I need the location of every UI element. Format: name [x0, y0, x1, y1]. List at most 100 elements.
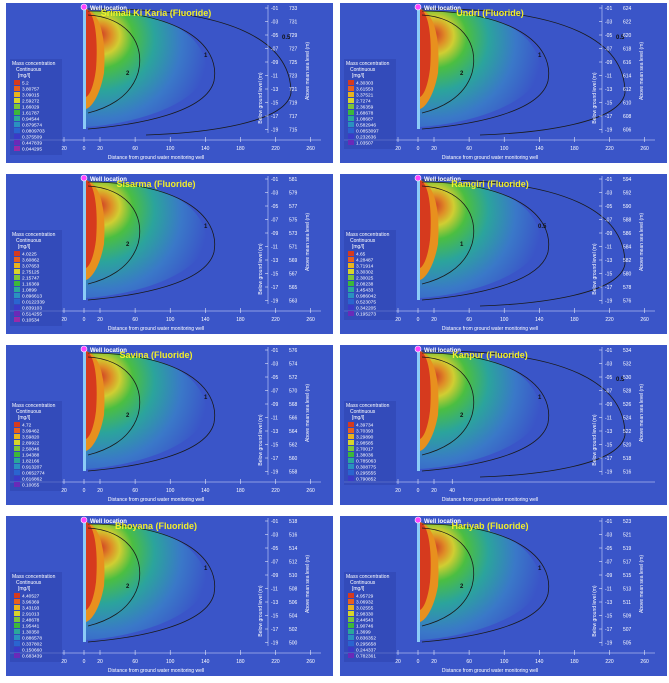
contour-line-2 [421, 185, 475, 285]
elevation-tick-label: 574 [289, 362, 298, 368]
legend-swatch [348, 305, 354, 310]
x-tick-label: 40 [449, 488, 455, 494]
x-tick-label: 180 [236, 146, 245, 152]
elevation-tick-label: 507 [623, 627, 632, 633]
legend: Mass concentrationContinuous[mg/l]4.9572… [344, 572, 396, 662]
legend-value: 0.10534 [22, 317, 40, 323]
legend-value: 2.89922 [22, 440, 40, 446]
legend-swatch [348, 104, 354, 109]
legend-swatch [14, 593, 20, 598]
legend-value: 0.308775 [356, 464, 376, 470]
x-tick-label: 0 [83, 488, 86, 494]
legend-swatch [14, 605, 20, 610]
elevation-tick-label: 569 [289, 258, 298, 264]
elevation-tick-label: 515 [623, 573, 632, 579]
legend-swatch [14, 629, 20, 634]
elevation-tick-label: 618 [623, 47, 632, 53]
x-tick-label: 140 [201, 317, 210, 323]
depth-tick-label: -17 [605, 627, 612, 633]
depth-tick-label: -17 [605, 114, 612, 120]
legend: Mass concentrationContinuous[mg/l]5.23.8… [10, 59, 62, 155]
well-column [417, 178, 420, 300]
x-axis-title: Distance from ground water monitoring we… [442, 497, 538, 503]
legend-value: 0.886578 [22, 635, 42, 641]
contour-label: 2 [460, 71, 464, 77]
legend-swatch [14, 623, 20, 628]
contour-line-2 [421, 14, 475, 114]
legend-value: 2.98330 [356, 611, 374, 617]
legend-value: 2.36359 [356, 104, 374, 110]
contour-label: 0.5 [538, 224, 547, 230]
x-tick-label: 260 [306, 317, 315, 323]
plume-body [420, 352, 541, 469]
well-column [83, 520, 86, 642]
elevation-tick-label: 514 [289, 546, 298, 552]
contour-label: 0.5 [616, 35, 625, 41]
legend-value: 4.0225 [22, 251, 37, 257]
depth-tick-label: -03 [271, 191, 278, 197]
panel-title: Srimali Ki Karia (Fluoride) [101, 8, 212, 18]
legend-title: Mass concentration [12, 574, 56, 580]
elevation-tick-label: 606 [623, 128, 632, 134]
panel-title: Savina (Fluoride) [119, 350, 192, 360]
legend-unit: [mg/l] [18, 73, 31, 79]
legend-swatch [348, 470, 354, 475]
elevation-tick-label: 616 [623, 60, 632, 66]
x-tick-label: 140 [535, 659, 544, 665]
elevation-axis-title: Above mean sea level (m) [639, 42, 645, 100]
legend-subtitle: Continuous [350, 580, 376, 586]
x-tick-label: 0 [417, 659, 420, 665]
legend-swatch [14, 476, 20, 481]
x-tick-label: 20 [395, 659, 401, 665]
legend-swatch [14, 116, 20, 121]
legend-swatch [14, 641, 20, 646]
plume-core-red [86, 351, 97, 439]
legend-swatch [348, 287, 354, 292]
legend-swatch [348, 263, 354, 268]
well-location-marker [414, 345, 422, 353]
legend-swatch [348, 653, 354, 658]
legend-swatch [14, 80, 20, 85]
legend-value: 2.70017 [356, 446, 374, 452]
well-column [83, 349, 86, 471]
plume-body [420, 181, 541, 298]
well-location-label: Well location [424, 177, 461, 183]
legend-swatch [14, 611, 20, 616]
elevation-tick-label: 608 [623, 114, 632, 120]
legend-swatch [14, 146, 20, 151]
depth-tick-label: -09 [271, 60, 278, 66]
depth-tick-label: -09 [271, 231, 278, 237]
x-tick-label: 0 [417, 146, 420, 152]
x-axis-title: Distance from ground water monitoring we… [108, 155, 204, 161]
elevation-tick-label: 522 [623, 429, 632, 435]
well-column [83, 178, 86, 300]
legend-value: 3.29890 [356, 434, 374, 440]
x-tick-label: 20 [61, 317, 67, 323]
legend-title: Mass concentration [12, 232, 56, 238]
x-axis-title: Distance from ground water monitoring we… [108, 497, 204, 503]
legend-value: 2.7274 [356, 98, 371, 104]
legend-value: 2.91013 [22, 611, 40, 617]
elevation-tick-label: 620 [623, 33, 632, 39]
x-tick-label: 0 [83, 317, 86, 323]
legend-value: 0.616862 [22, 476, 42, 482]
legend-value: 1.0899 [22, 287, 37, 293]
legend-swatch [348, 605, 354, 610]
contour-label: 2 [126, 584, 130, 590]
legend-swatch [348, 434, 354, 439]
elevation-tick-label: 579 [289, 191, 298, 197]
depth-tick-label: -15 [605, 272, 612, 278]
plume-body [420, 10, 541, 127]
contour-label: 2 [126, 242, 130, 248]
plume-panel: 2 1 0.5 Well location Srimali Ki Karia (Fluo… [6, 3, 333, 163]
x-tick-label: 20 [395, 488, 401, 494]
x-axis-title: Distance from ground water monitoring we… [108, 668, 204, 674]
x-tick-label: 60 [132, 488, 138, 494]
legend-value: 0.523075 [356, 299, 376, 305]
depth-tick-label: -05 [271, 33, 278, 39]
depth-tick-label: -01 [271, 177, 278, 183]
x-tick-label: 20 [97, 317, 103, 323]
